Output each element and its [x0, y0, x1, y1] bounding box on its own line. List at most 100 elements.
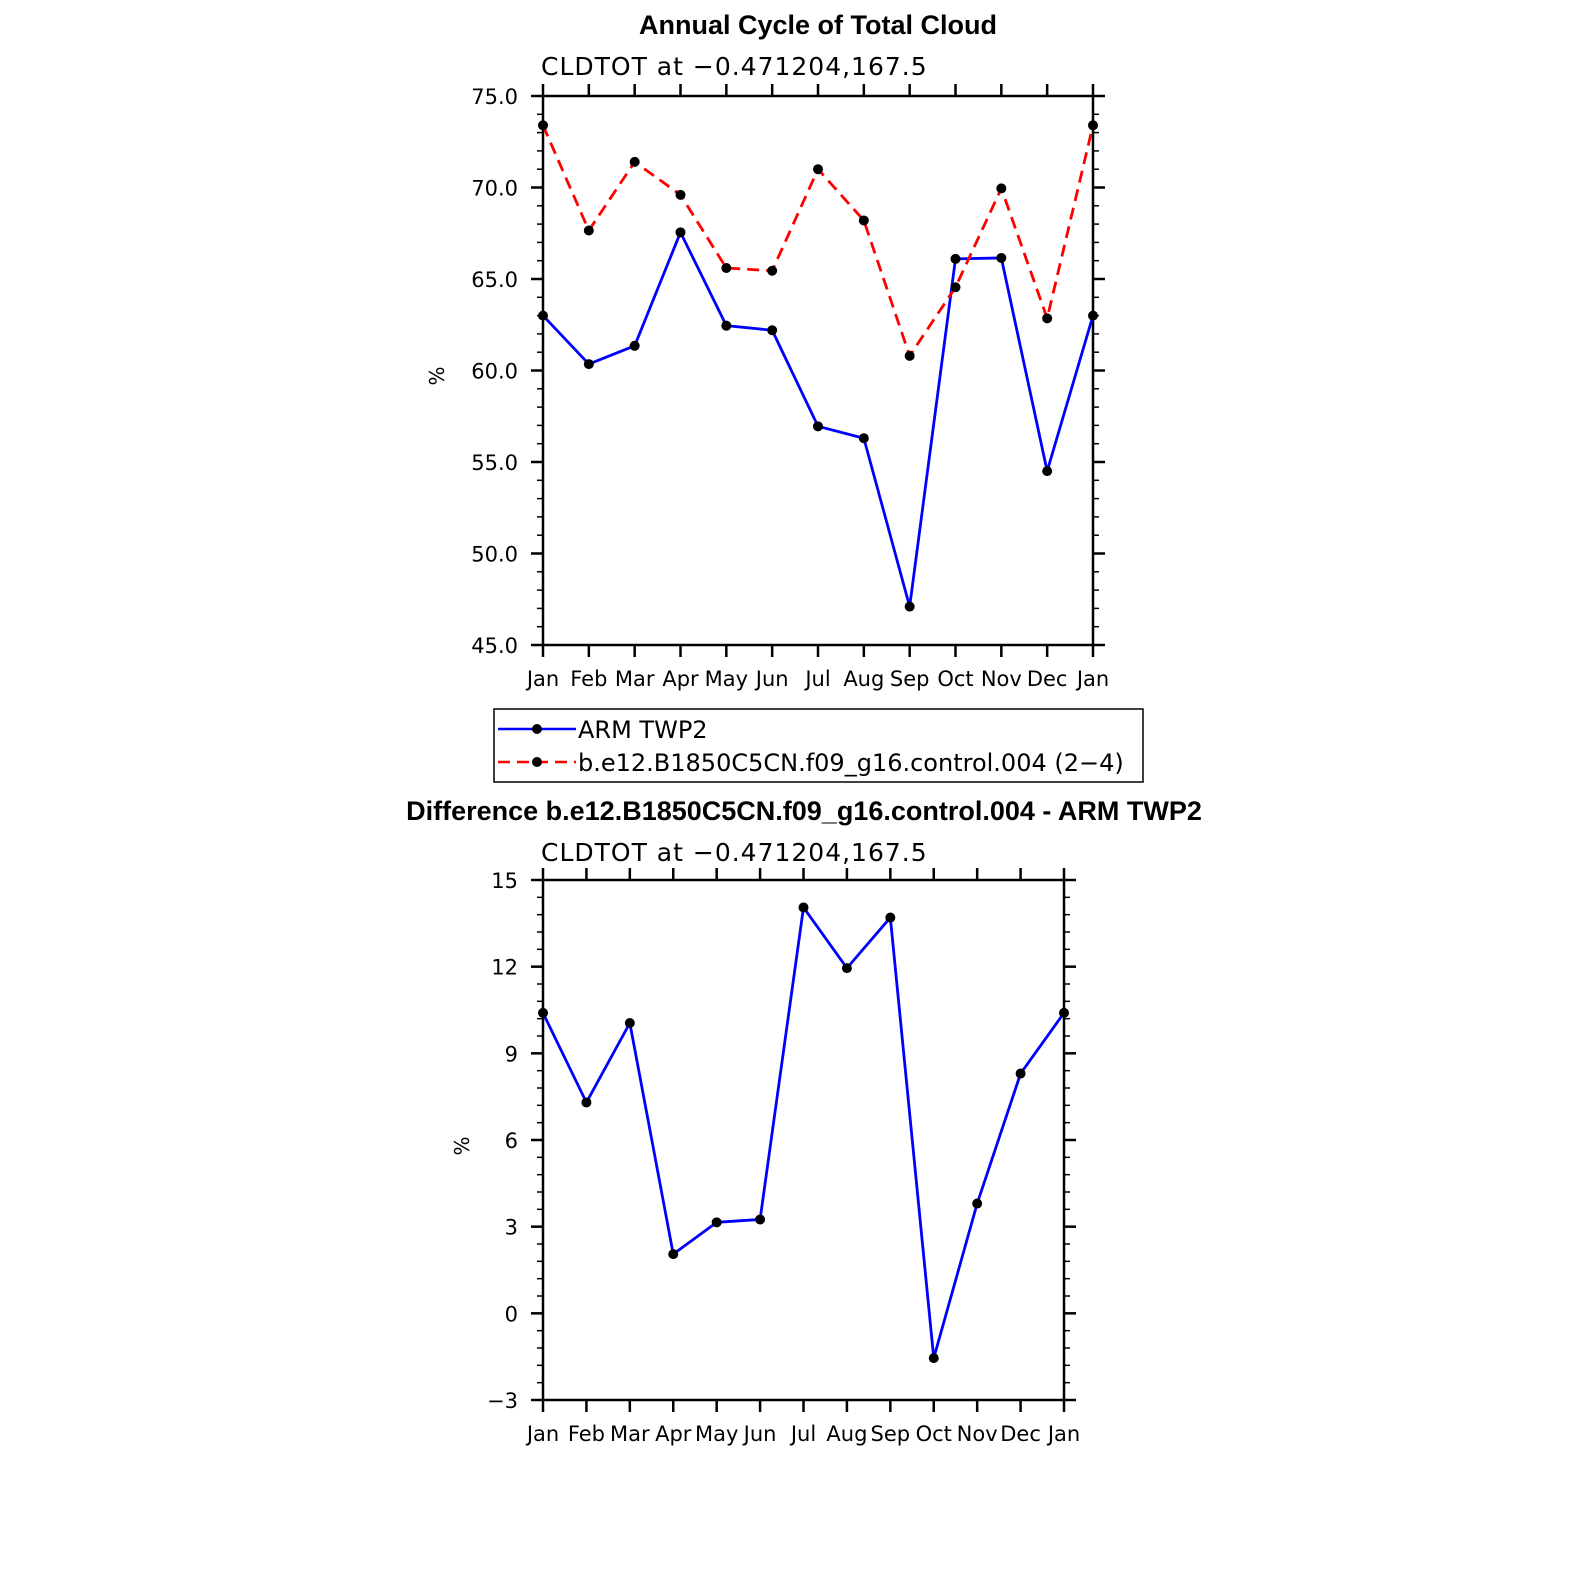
legend-marker-model — [532, 757, 542, 767]
x-tick-label: Mar — [615, 667, 655, 691]
x-tick-label: May — [695, 1422, 738, 1446]
y-tick-label: 55.0 — [471, 451, 518, 475]
data-point — [813, 421, 823, 432]
chart-title: Annual Cycle of Total Cloud — [639, 10, 997, 40]
x-tick-label: Sep — [871, 1422, 911, 1446]
x-tick-label: Dec — [1000, 1422, 1041, 1446]
legend-label-arm: ARM TWP2 — [578, 716, 708, 744]
y-tick-label: 45.0 — [471, 634, 518, 658]
data-point — [538, 1007, 548, 1018]
y-tick-label: 15 — [491, 869, 518, 893]
y-tick-label: 0 — [505, 1302, 518, 1326]
data-point — [996, 252, 1007, 263]
data-point — [950, 282, 961, 293]
legend-label-model: b.e12.B1850C5CN.f09_g16.control.004 (2−4… — [578, 749, 1124, 777]
legend-marker-arm — [532, 724, 542, 734]
data-point — [767, 325, 778, 336]
y-tick-label: 6 — [505, 1129, 518, 1153]
data-point — [711, 1217, 722, 1228]
data-point — [885, 912, 896, 923]
y-tick-label: −3 — [487, 1389, 518, 1413]
x-tick-label: May — [705, 667, 748, 691]
data-point — [1059, 1007, 1069, 1018]
plot-frame — [541, 94, 1095, 647]
data-point — [721, 320, 732, 331]
x-tick-label: Sep — [890, 667, 930, 691]
x-tick-label: Jul — [803, 667, 830, 691]
data-point — [904, 350, 915, 361]
data-point — [1088, 120, 1098, 131]
series-line-0 — [541, 230, 1095, 608]
legend-box — [493, 708, 1144, 783]
x-tick-label: Feb — [570, 667, 607, 691]
data-point — [581, 1097, 592, 1108]
data-point — [904, 601, 915, 612]
x-tick-label: Oct — [916, 1422, 952, 1446]
x-tick-label: Jun — [742, 1422, 777, 1446]
y-tick-label: 50.0 — [471, 543, 518, 567]
data-point — [858, 215, 869, 226]
chart-subtitle: CLDTOT at −0.471204,167.5 — [541, 838, 928, 867]
legend-item-arm: ARM TWP2 — [498, 716, 708, 744]
chart-subtitle: CLDTOT at −0.471204,167.5 — [541, 52, 928, 81]
x-tick-label: Nov — [981, 667, 1022, 691]
x-tick-label: Jul — [789, 1422, 816, 1446]
x-tick-label: Apr — [662, 667, 699, 691]
y-tick-label: 3 — [505, 1216, 518, 1240]
y-tick-label: 65.0 — [471, 268, 518, 292]
data-point — [1088, 310, 1098, 321]
plot-frame — [541, 878, 1066, 1402]
y-tick-label: 70.0 — [471, 177, 518, 201]
data-point — [858, 433, 869, 444]
data-point — [675, 189, 686, 200]
x-tick-label: Aug — [843, 667, 884, 691]
legend: ARM TWP2 b.e12.B1850C5CN.f09_g16.control… — [493, 708, 1144, 783]
y-tick-label: 75.0 — [471, 85, 518, 109]
x-tick-label: Jan — [1075, 667, 1109, 691]
data-point — [996, 183, 1007, 194]
data-point — [629, 340, 640, 351]
y-axis-label: % — [450, 1136, 474, 1155]
x-tick-label: Jan — [525, 667, 559, 691]
x-tick-label: Dec — [1027, 667, 1068, 691]
x-tick-label: Jan — [1046, 1422, 1080, 1446]
series-line-0 — [541, 906, 1066, 1360]
data-point — [813, 164, 823, 175]
x-tick-label: Oct — [937, 667, 973, 691]
data-point — [721, 263, 732, 274]
series-line-1 — [541, 124, 1095, 358]
data-point — [675, 227, 686, 238]
x-tick-label: Apr — [655, 1422, 692, 1446]
data-point — [583, 359, 594, 370]
legend-item-model: b.e12.B1850C5CN.f09_g16.control.004 (2−4… — [498, 749, 1124, 777]
y-tick-label: 9 — [505, 1042, 518, 1066]
data-point — [1015, 1068, 1026, 1079]
y-axis-label: % — [425, 366, 449, 385]
data-point — [538, 310, 548, 321]
difference-chart: Difference b.e12.B1850C5CN.f09_g16.contr… — [406, 796, 1202, 1446]
data-point — [624, 1018, 635, 1028]
data-point — [972, 1198, 983, 1209]
data-point — [668, 1249, 679, 1260]
x-tick-label: Nov — [957, 1422, 998, 1446]
x-tick-label: Aug — [826, 1422, 867, 1446]
data-point — [1042, 466, 1053, 477]
data-point — [950, 253, 961, 264]
x-tick-label: Feb — [568, 1422, 605, 1446]
chart-title: Difference b.e12.B1850C5CN.f09_g16.contr… — [406, 796, 1202, 826]
x-tick-label: Mar — [610, 1422, 650, 1446]
data-point — [629, 156, 640, 167]
x-tick-label: Jun — [754, 667, 789, 691]
data-point — [928, 1353, 939, 1364]
data-point — [538, 120, 548, 131]
y-tick-label: 60.0 — [471, 360, 518, 384]
data-point — [755, 1214, 766, 1225]
y-tick-label: 12 — [491, 956, 518, 980]
data-point — [583, 225, 594, 236]
data-point — [767, 265, 778, 276]
x-tick-label: Jan — [525, 1422, 559, 1446]
data-point — [841, 963, 852, 974]
cloud-annual-cycle-chart: Annual Cycle of Total Cloud CLDTOT at −0… — [425, 10, 1109, 691]
data-point — [798, 902, 809, 913]
